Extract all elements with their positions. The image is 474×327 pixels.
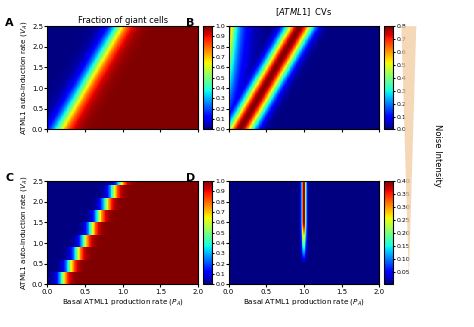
Text: A: A <box>5 18 14 28</box>
Y-axis label: ATML1 auto-induction rate ($V_A$): ATML1 auto-induction rate ($V_A$) <box>19 21 29 135</box>
Text: [$\it{ATML1}$]  CVs: [$\it{ATML1}$] CVs <box>275 6 333 18</box>
Text: Noise Intensity: Noise Intensity <box>433 124 441 187</box>
X-axis label: Basal ATML1 production rate ($P_A$): Basal ATML1 production rate ($P_A$) <box>243 298 365 307</box>
Text: C: C <box>5 173 13 183</box>
Text: D: D <box>186 173 196 183</box>
Polygon shape <box>401 26 416 279</box>
X-axis label: Basal ATML1 production rate ($P_A$): Basal ATML1 production rate ($P_A$) <box>62 298 184 307</box>
Text: B: B <box>186 18 195 28</box>
Title: Fraction of giant cells: Fraction of giant cells <box>78 16 168 26</box>
Y-axis label: ATML1 auto-induction rate ($V_A$): ATML1 auto-induction rate ($V_A$) <box>19 176 29 290</box>
